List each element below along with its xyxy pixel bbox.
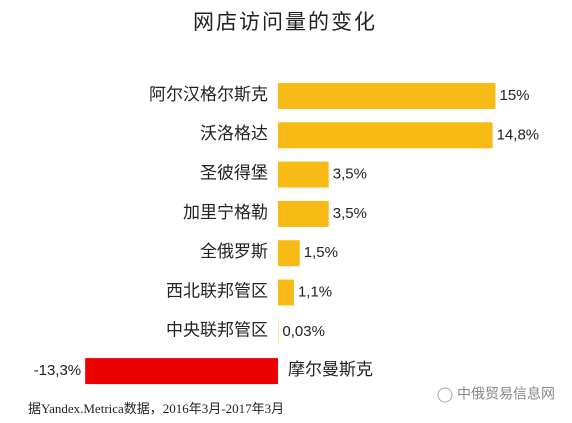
bar [278, 200, 329, 227]
value-label: 14,8% [497, 126, 540, 143]
value-label: 1,1% [298, 283, 332, 300]
category-label: 摩尔曼斯克 [288, 360, 373, 379]
category-label: 加里宁格勒 [183, 203, 268, 222]
source-note: 据Yandex.Metrica数据，2016年3月-2017年3月 [28, 401, 284, 416]
bar [278, 161, 329, 188]
category-label: 圣彼得堡 [200, 164, 268, 183]
category-label: 全俄罗斯 [200, 242, 268, 261]
chart-title: 网店访问量的变化 [193, 10, 377, 34]
value-label: 0,03% [282, 323, 325, 340]
value-label: 15% [500, 87, 530, 104]
category-label: 阿尔汉格尔斯克 [149, 85, 268, 104]
bar [278, 83, 496, 109]
value-label: -13,3% [34, 362, 82, 379]
category-label: 西北联邦管区 [166, 281, 268, 300]
category-label: 中央联邦管区 [166, 321, 268, 340]
bar [278, 240, 300, 267]
watermark-icon [437, 387, 453, 403]
value-label: 1,5% [304, 244, 338, 261]
watermark: 中俄贸易信息网 [457, 386, 555, 402]
value-label: 3,5% [333, 166, 367, 183]
bar [278, 122, 493, 149]
bar [85, 358, 279, 385]
category-label: 沃洛格达 [200, 124, 268, 143]
value-label: 3,5% [333, 205, 367, 222]
bar [278, 279, 294, 306]
